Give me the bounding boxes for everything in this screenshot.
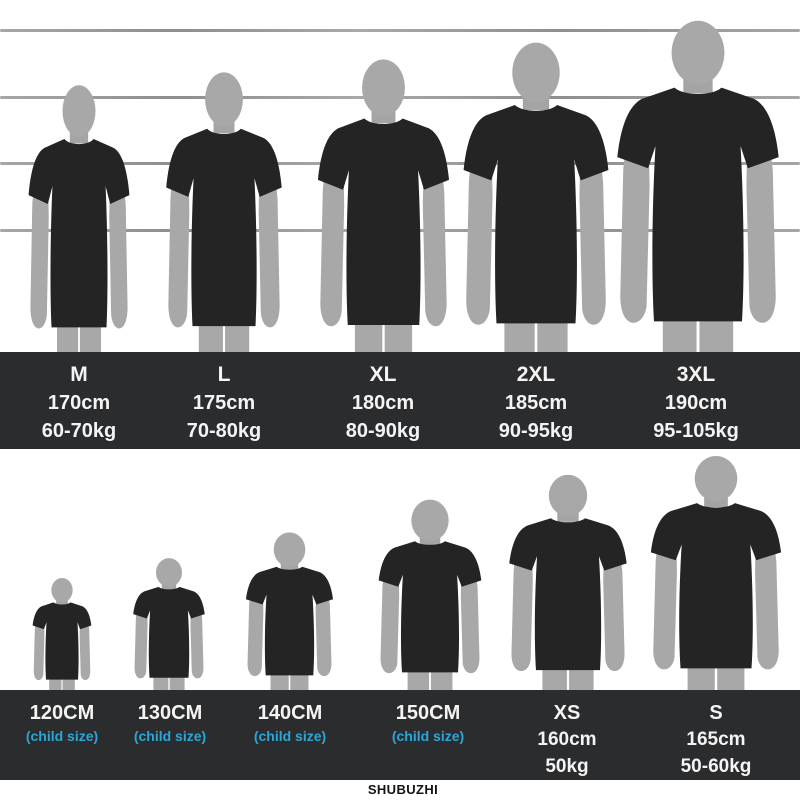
size-column-s: S 165cm 50-60kg [681,700,752,780]
size-column-3xl: 3XL 190cm 95-105kg [653,360,739,445]
size-column-m: M 170cm 60-70kg [42,360,117,445]
brand-text: SHUBUZHI [367,782,439,797]
tshirt-kid-silhouette-icon-130cm [133,558,205,690]
size-label: 120CM [29,702,95,724]
size-label: 150CM [395,702,461,724]
size-label: 2XL [516,363,556,386]
size-column-130cm: 130CM (child size) [134,700,206,747]
tshirt-man-silhouette-icon-2xl [463,42,609,352]
tshirt-man-silhouette-icon-xl [317,59,450,352]
size-height: 190cm [664,392,728,414]
size-height: 180cm [351,392,415,414]
size-height: 165cm [686,729,746,750]
adult-size-band: M 170cm 60-70kg L 175cm 70-80kg XL 180cm… [0,352,800,449]
child-size-note: (child size) [253,728,327,744]
size-weight: 95-105kg [653,420,739,442]
size-column-xl: XL 180cm 80-90kg [346,360,421,445]
size-label: 3XL [676,363,716,386]
size-label: 130CM [137,702,203,724]
size-label: S [709,702,723,724]
size-height: 185cm [504,392,568,414]
size-label: XL [369,363,397,386]
youth-size-band: 120CM (child size) 130CM (child size) 14… [0,690,800,780]
size-column-l: L 175cm 70-80kg [187,360,262,445]
tshirt-man-silhouette-icon-3xl [617,20,779,352]
tshirt-man-silhouette-icon-l [166,72,282,352]
tshirt-kid-silhouette-icon-150cm [378,499,482,690]
child-size-note: (child size) [133,728,207,744]
size-height: 170cm [47,392,111,414]
size-weight: 70-80kg [186,420,262,442]
size-label: M [70,363,88,386]
tshirt-man-silhouette-icon-xs [509,474,627,690]
size-weight: 80-90kg [345,420,421,442]
size-weight: 90-95kg [498,420,574,442]
size-weight: 50-60kg [680,756,752,777]
size-column-150cm: 150CM (child size) [392,700,464,747]
tshirt-kid-silhouette-icon-140cm [245,532,334,690]
size-height: 175cm [192,392,256,414]
size-column-xs: XS 160cm 50kg [537,700,596,780]
size-weight: 60-70kg [41,420,117,442]
size-weight: 50kg [545,756,589,777]
tshirt-man-silhouette-icon-m [28,85,130,352]
child-size-note: (child size) [25,728,99,744]
size-height: 160cm [537,729,597,750]
size-column-2xl: 2XL 185cm 90-95kg [499,360,574,445]
size-column-140cm: 140CM (child size) [254,700,326,747]
tshirt-man-silhouette-icon-s [650,455,782,690]
size-label: 140CM [257,702,323,724]
size-label: XS [553,702,581,724]
size-column-120cm: 120CM (child size) [26,700,98,747]
tshirt-kid-silhouette-icon-120cm [32,577,92,690]
size-label: L [217,363,231,386]
lineup-line [0,29,800,32]
child-size-note: (child size) [391,728,465,744]
